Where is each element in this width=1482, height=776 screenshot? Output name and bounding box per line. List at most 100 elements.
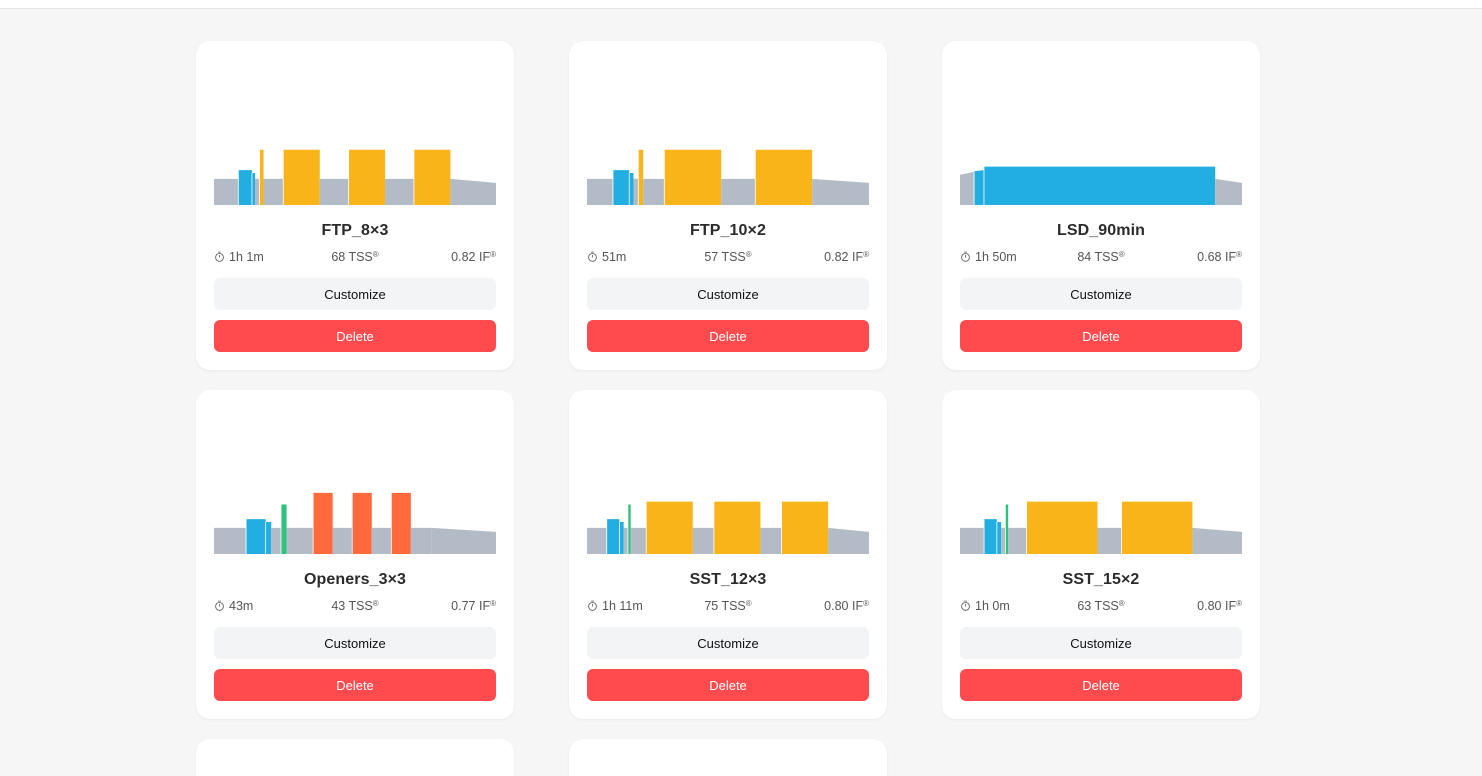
info-mark[interactable]: ®: [372, 599, 379, 608]
tss-text: 68 TSS: [331, 250, 373, 264]
interval-endurance: [619, 522, 624, 554]
if-value: 0.80 IF®: [824, 599, 869, 613]
customize-button[interactable]: Customize: [587, 278, 869, 310]
delete-button[interactable]: Delete: [587, 320, 869, 352]
info-mark[interactable]: ®: [863, 599, 869, 608]
workout-stats: 1h 1m 68 TSS® 0.82 IF®: [214, 250, 496, 266]
duration-value: 1h 1m: [229, 250, 264, 264]
info-mark[interactable]: ®: [490, 250, 496, 259]
tss-value: 75 TSS®: [587, 599, 869, 613]
duration-value: 1h 0m: [975, 599, 1010, 613]
interval-recovery: [1097, 527, 1122, 554]
info-mark[interactable]: ®: [490, 599, 496, 608]
top-bar: [0, 0, 1482, 9]
interval-recovery: [587, 527, 607, 554]
workout-stats: 1h 50m 84 TSS® 0.68 IF®: [960, 250, 1242, 266]
interval-threshold: [664, 149, 722, 205]
interval-threshold: [713, 501, 761, 554]
interval-threshold: [646, 501, 693, 554]
if-value: 0.77 IF®: [451, 599, 496, 613]
interval-threshold: [1026, 501, 1098, 554]
interval-endurance: [251, 173, 256, 205]
power-profile-chart: [587, 149, 869, 205]
interval-recovery: [1001, 527, 1006, 554]
info-mark[interactable]: ®: [372, 250, 379, 259]
power-profile-chart: [587, 501, 869, 554]
interval-endurance: [238, 170, 252, 205]
workout-card-partial[interactable]: [569, 739, 887, 776]
customize-button[interactable]: Customize: [960, 278, 1242, 310]
info-mark[interactable]: ®: [745, 599, 752, 608]
interval-vo2: [391, 492, 411, 554]
interval-vo2: [352, 492, 372, 554]
interval-endurance: [984, 519, 997, 554]
interval-recovery: [633, 178, 639, 205]
customize-button[interactable]: Customize: [960, 627, 1242, 659]
workout-stats: 43m 43 TSS® 0.77 IF®: [214, 599, 496, 615]
interval-threshold: [283, 149, 320, 205]
info-mark[interactable]: ®: [1236, 599, 1242, 608]
if-text: 0.82 IF: [451, 250, 491, 264]
customize-button[interactable]: Customize: [587, 627, 869, 659]
interval-recovery: [319, 178, 349, 205]
customize-button[interactable]: Customize: [214, 627, 496, 659]
stopwatch-icon: [961, 251, 970, 262]
interval-endurance: [996, 522, 1002, 554]
interval-endurance: [246, 519, 266, 554]
workout-card[interactable]: FTP_10×2 51m 57 TSS® 0.82 IF® Customize …: [569, 41, 887, 370]
interval-recovery: [643, 178, 665, 205]
interval-recovery: [263, 178, 284, 205]
if-text: 0.80 IF: [1197, 599, 1237, 613]
if-text: 0.77 IF: [451, 599, 491, 613]
interval-recovery: [623, 527, 628, 554]
delete-button[interactable]: Delete: [960, 320, 1242, 352]
stopwatch-icon: [215, 600, 224, 611]
interval-recovery: [760, 527, 782, 554]
interval-endurance: [606, 519, 620, 554]
duration: 1h 11m: [587, 599, 643, 613]
interval-threshold: [638, 149, 644, 205]
delete-button[interactable]: Delete: [214, 669, 496, 701]
if-text: 0.80 IF: [824, 599, 864, 613]
interval-threshold: [781, 501, 829, 554]
workout-card[interactable]: SST_15×2 1h 0m 63 TSS® 0.80 IF® Customiz…: [942, 390, 1260, 719]
tss-value: 43 TSS®: [214, 599, 496, 613]
delete-button[interactable]: Delete: [587, 669, 869, 701]
info-mark[interactable]: ®: [745, 250, 752, 259]
info-mark[interactable]: ®: [1118, 250, 1125, 259]
power-profile-chart: [960, 166, 1242, 205]
duration: 1h 1m: [214, 250, 264, 264]
interval-recovery: [812, 178, 869, 205]
interval-tempo: [1005, 504, 1009, 554]
delete-button[interactable]: Delete: [214, 320, 496, 352]
workout-card[interactable]: LSD_90min 1h 50m 84 TSS® 0.68 IF® Custom…: [942, 41, 1260, 370]
workout-card[interactable]: Openers_3×3 43m 43 TSS® 0.77 IF® Customi…: [196, 390, 514, 719]
interval-recovery: [286, 527, 314, 554]
info-mark[interactable]: ®: [863, 250, 869, 259]
workout-card-partial[interactable]: [196, 739, 514, 776]
info-mark[interactable]: ®: [1118, 599, 1125, 608]
customize-button[interactable]: Customize: [214, 278, 496, 310]
interval-recovery: [692, 527, 714, 554]
power-profile-chart: [960, 501, 1242, 554]
interval-threshold: [348, 149, 386, 205]
interval-recovery: [214, 527, 247, 554]
power-profile-chart: [214, 492, 496, 554]
workout-card[interactable]: FTP_8×3 1h 1m 68 TSS® 0.82 IF® Customize…: [196, 41, 514, 370]
tss-text: 57 TSS: [704, 250, 746, 264]
delete-button[interactable]: Delete: [960, 669, 1242, 701]
if-text: 0.68 IF: [1197, 250, 1237, 264]
info-mark[interactable]: ®: [1236, 250, 1242, 259]
stopwatch-icon: [961, 600, 970, 611]
interval-threshold: [413, 149, 451, 205]
interval-threshold: [755, 149, 813, 205]
tss-text: 63 TSS: [1077, 599, 1119, 613]
interval-endurance: [983, 166, 1216, 205]
duration: 1h 0m: [960, 599, 1010, 613]
interval-recovery: [587, 178, 613, 205]
workout-title: SST_15×2: [1062, 571, 1140, 588]
if-value: 0.82 IF®: [824, 250, 869, 264]
workout-card[interactable]: SST_12×3 1h 11m 75 TSS® 0.80 IF® Customi…: [569, 390, 887, 719]
duration: 43m: [214, 599, 253, 613]
workout-title: FTP_10×2: [690, 222, 766, 239]
